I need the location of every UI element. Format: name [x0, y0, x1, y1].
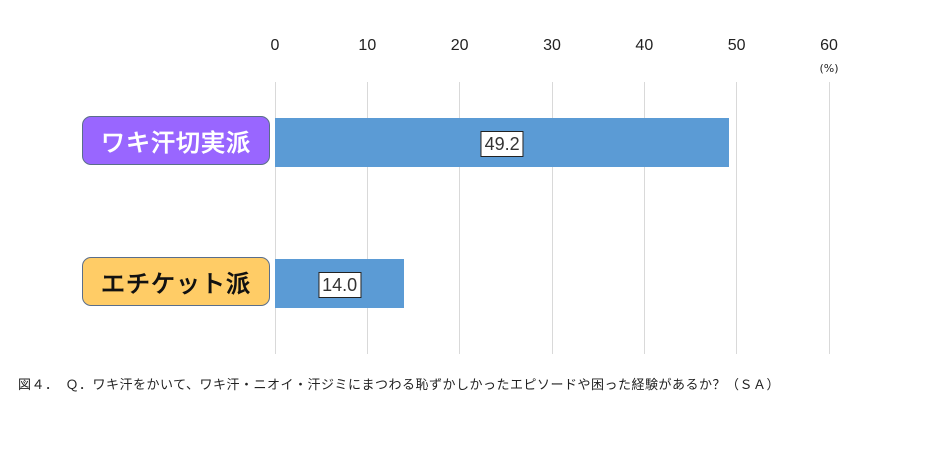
tick-label: 50 — [727, 37, 746, 54]
gridline — [274, 82, 276, 354]
category-label: エチケット派 — [82, 257, 270, 306]
gridline — [551, 82, 553, 354]
tick-label: 60 — [820, 37, 838, 54]
data-label: 14.0 — [318, 271, 362, 298]
tick-label: 40 — [635, 37, 654, 54]
gridline — [643, 82, 645, 354]
gridline — [828, 82, 830, 354]
data-label: 49.2 — [480, 130, 524, 157]
tick-label: 0 — [270, 37, 280, 54]
tick-label: 30 — [543, 37, 561, 54]
gridline — [459, 82, 461, 354]
gridline — [366, 82, 368, 354]
tick-label: 20 — [450, 37, 469, 54]
category-label: ワキ汗切実派 — [82, 116, 270, 165]
tick-label: 10 — [358, 37, 377, 54]
figure-caption: 図４． Ｑ．ワキ汗をかいて、ワキ汗・ニオイ・汗ジミにまつわる恥ずかしかったエピソ… — [18, 378, 780, 393]
unit-label: (%) — [819, 62, 839, 75]
gridline — [736, 82, 738, 354]
